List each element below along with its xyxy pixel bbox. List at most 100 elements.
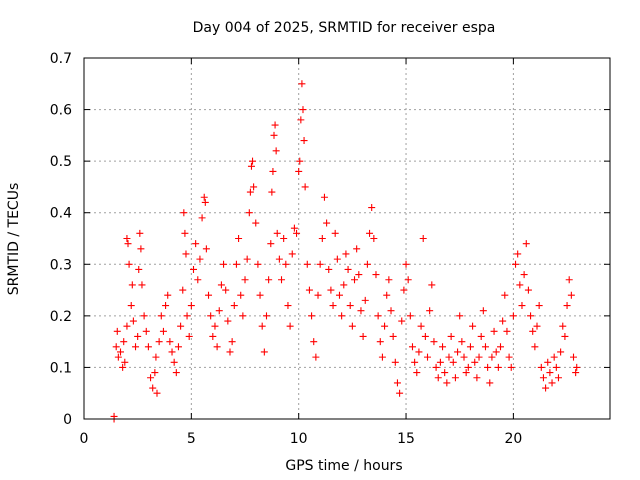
data-point <box>254 260 262 268</box>
data-point <box>542 384 550 392</box>
chart-title: Day 004 of 2025, SRMTID for receiver esp… <box>193 20 496 36</box>
data-point <box>182 250 190 258</box>
data-point <box>185 332 193 340</box>
data-point <box>295 167 303 175</box>
data-point <box>155 338 163 346</box>
data-point <box>290 224 298 232</box>
data-point <box>548 379 556 387</box>
data-point <box>389 332 397 340</box>
data-point <box>288 250 296 258</box>
data-point <box>464 363 472 371</box>
data-point <box>421 332 429 340</box>
data-point <box>247 162 255 170</box>
data-point <box>280 235 288 242</box>
y-tick-label: 0.4 <box>50 206 72 222</box>
data-point <box>183 312 191 320</box>
data-point <box>424 353 432 361</box>
data-point <box>331 229 339 237</box>
data-point <box>213 343 221 351</box>
data-point <box>559 322 567 330</box>
data-point <box>505 353 513 361</box>
data-point <box>224 317 232 325</box>
data-point <box>370 235 378 242</box>
data-point <box>486 379 494 387</box>
data-point <box>299 106 307 114</box>
data-point <box>325 265 333 273</box>
data-point <box>383 291 391 299</box>
data-point <box>411 358 419 366</box>
data-point <box>272 147 280 155</box>
data-point <box>172 369 180 377</box>
data-point <box>196 255 204 263</box>
data-point <box>245 209 253 217</box>
data-point <box>426 307 434 315</box>
y-axis-label: SRMTID / TECUs <box>6 183 22 296</box>
data-point <box>201 198 209 206</box>
data-point <box>215 307 223 315</box>
data-point <box>305 286 313 294</box>
data-point <box>391 358 399 366</box>
data-point <box>572 369 580 377</box>
data-point <box>469 322 477 330</box>
data-point <box>202 245 210 253</box>
data-point <box>298 80 306 88</box>
data-point <box>297 116 305 124</box>
data-point <box>430 338 438 346</box>
data-point <box>149 384 157 392</box>
data-point <box>318 235 326 242</box>
data-point <box>499 317 507 325</box>
data-point <box>249 157 257 165</box>
data-point <box>393 379 401 387</box>
data-point <box>544 358 552 366</box>
y-tick-label: 0.5 <box>50 154 72 170</box>
data-point <box>447 332 455 340</box>
data-point <box>329 302 337 310</box>
data-point <box>170 358 178 366</box>
data-point <box>252 219 260 227</box>
data-point <box>243 255 251 263</box>
data-point <box>123 235 131 242</box>
data-point <box>232 260 240 268</box>
data-point <box>151 369 159 377</box>
data-point <box>282 260 290 268</box>
data-point <box>443 379 451 387</box>
data-point <box>314 291 322 299</box>
data-point <box>164 291 172 299</box>
data-point <box>166 338 174 346</box>
data-point <box>271 121 279 129</box>
y-tick-label: 0.1 <box>50 360 72 376</box>
data-point <box>205 291 213 299</box>
data-point <box>454 348 462 356</box>
data-point <box>514 250 522 258</box>
data-point <box>385 276 393 284</box>
data-point <box>554 374 562 382</box>
data-point <box>211 322 219 330</box>
data-point <box>460 353 468 361</box>
data-point <box>533 322 541 330</box>
data-point <box>129 317 137 325</box>
data-point <box>284 302 292 310</box>
data-point <box>177 322 185 330</box>
data-point <box>557 348 565 356</box>
data-point <box>217 281 225 289</box>
data-point <box>256 291 264 299</box>
data-point <box>494 363 502 371</box>
data-point <box>198 214 206 222</box>
data-point <box>436 358 444 366</box>
data-point <box>119 363 127 371</box>
data-point <box>471 358 479 366</box>
y-tick-label: 0.2 <box>50 309 72 325</box>
data-point <box>475 353 483 361</box>
data-point <box>230 302 238 310</box>
data-point <box>120 338 128 346</box>
data-point <box>235 235 243 242</box>
data-point <box>376 338 384 346</box>
data-point <box>147 374 155 382</box>
data-point <box>484 363 492 371</box>
data-point <box>451 374 459 382</box>
x-tick-label: 10 <box>290 431 308 447</box>
x-tick-label: 0 <box>80 431 89 447</box>
data-point <box>310 338 318 346</box>
data-point <box>335 291 343 299</box>
data-point <box>518 302 526 310</box>
